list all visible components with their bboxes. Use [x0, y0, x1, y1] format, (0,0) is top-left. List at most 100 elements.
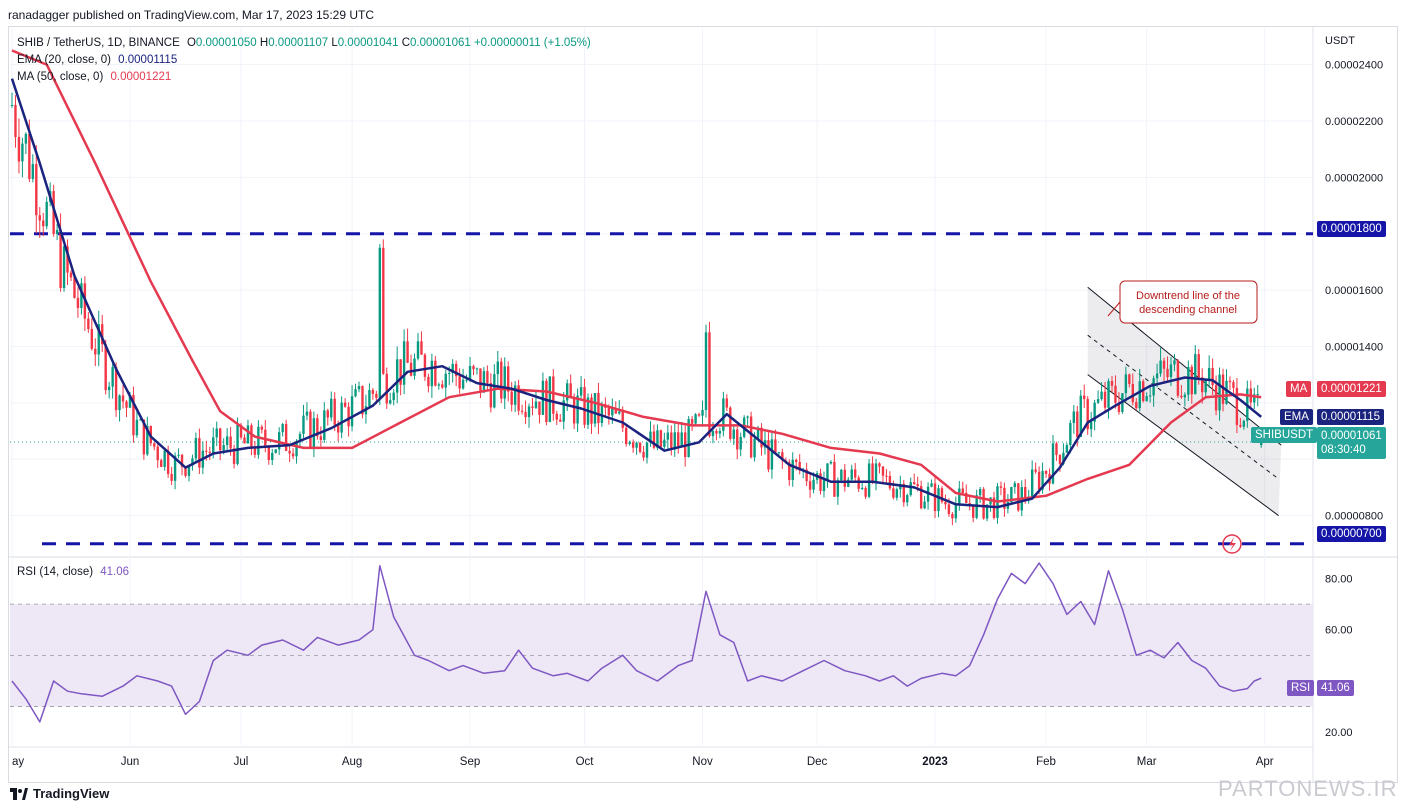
candle-body	[222, 445, 225, 451]
candle-body	[52, 191, 55, 234]
annotation-box	[1119, 280, 1258, 324]
candle-body	[298, 433, 302, 442]
candle-body	[166, 450, 170, 474]
candle-body	[760, 427, 763, 448]
candle-body	[836, 480, 840, 497]
candle-body	[642, 451, 645, 458]
price-axis-tick: 0.00002400	[1325, 60, 1383, 72]
candle-body	[1211, 367, 1214, 386]
support-price-tag: 0.00000700	[1317, 526, 1386, 542]
candle-body	[489, 383, 493, 408]
candle-body	[1030, 469, 1034, 497]
candle-body	[871, 463, 874, 482]
candle-body	[142, 419, 146, 455]
candle-body	[538, 401, 541, 415]
candle-body	[618, 411, 621, 414]
candle-body	[274, 449, 277, 453]
candle-body	[121, 395, 125, 402]
candle-body	[451, 363, 454, 374]
rsi-axis-tick: 60.00	[1325, 625, 1353, 637]
candle-body	[1148, 395, 1152, 397]
candle-body	[38, 215, 41, 221]
candle-body	[1072, 411, 1076, 424]
candle-body	[90, 328, 94, 349]
candle-body	[739, 436, 742, 450]
candle-body	[472, 366, 475, 370]
candle-body	[788, 462, 791, 481]
candle-body	[146, 426, 149, 455]
candle-body	[1017, 483, 1020, 511]
candle-body	[1107, 381, 1110, 408]
candle-body	[101, 324, 104, 345]
candle-body	[597, 392, 600, 424]
flash-icon[interactable]	[1222, 534, 1242, 554]
price-axis-tick: 0.00002200	[1325, 116, 1383, 128]
candle-body	[333, 398, 336, 425]
rsi-value-tag: 41.06	[1317, 680, 1354, 696]
candle-body	[392, 392, 395, 401]
candle-body	[62, 246, 66, 288]
candle-body	[572, 397, 576, 424]
candle-body	[1183, 394, 1187, 398]
time-axis-label: Apr	[1256, 756, 1274, 768]
candle-body	[579, 387, 583, 396]
candle-body	[1260, 441, 1263, 446]
rsi-legend-value: 41.06	[100, 566, 130, 578]
legend-open: 0.00001050	[195, 37, 257, 49]
candle-body	[1069, 423, 1072, 446]
candle-body	[555, 413, 558, 420]
candle-body	[114, 367, 118, 411]
symbol-price: 0.00001061	[1321, 430, 1382, 442]
candle-body	[628, 442, 631, 445]
legend-close: 0.00001061	[410, 37, 471, 49]
candle-body	[1138, 381, 1141, 409]
candle-body	[1124, 374, 1128, 394]
legend-low: 0.00001041	[337, 37, 399, 49]
candle-body	[236, 424, 239, 464]
candle-body	[1166, 368, 1169, 378]
symbol-price-tag: 0.00001061 08:30:40	[1317, 427, 1386, 459]
candle-body	[590, 397, 593, 424]
candle-body	[35, 164, 38, 216]
time-axis-label: Jun	[121, 756, 140, 768]
horizontal-levels	[10, 232, 1313, 546]
candle-body	[822, 480, 826, 492]
candle-body	[1187, 366, 1190, 395]
candle-body	[76, 297, 80, 308]
tradingview-footer[interactable]: TradingView	[10, 786, 109, 801]
candle-body	[24, 133, 28, 144]
candle-body	[1013, 483, 1017, 488]
candle-body	[680, 432, 683, 447]
candle-body	[302, 415, 305, 434]
candle-body	[69, 272, 73, 278]
candle-body	[833, 461, 836, 497]
candle-body	[840, 469, 843, 481]
time-axis-label: Nov	[692, 756, 713, 768]
candle-body	[1239, 424, 1242, 427]
candle-body	[239, 424, 243, 438]
annotation-pointer	[1107, 301, 1121, 317]
candle-body	[767, 440, 770, 470]
candle-body	[624, 427, 628, 445]
legend-close-label: C	[401, 37, 410, 49]
candle-body	[940, 488, 944, 502]
candle-body	[715, 430, 718, 434]
candle-body	[17, 137, 21, 162]
candle-body	[1110, 381, 1114, 386]
candle-body	[205, 450, 208, 452]
candle-body	[1152, 378, 1155, 396]
candle-body	[458, 376, 461, 389]
candle-body	[395, 359, 399, 393]
legend-ma-label: MA (50, close, 0)	[17, 71, 104, 83]
candle-body	[1055, 443, 1058, 455]
candle-body	[659, 430, 663, 447]
candle-body	[271, 452, 274, 460]
candle-body	[978, 489, 982, 496]
candle-body	[520, 410, 524, 412]
candle-body	[843, 469, 846, 487]
candle-body	[177, 454, 180, 456]
candle-body	[184, 466, 187, 476]
candle-body	[510, 391, 513, 405]
rsi-axis-tick: 20.00	[1325, 727, 1353, 739]
